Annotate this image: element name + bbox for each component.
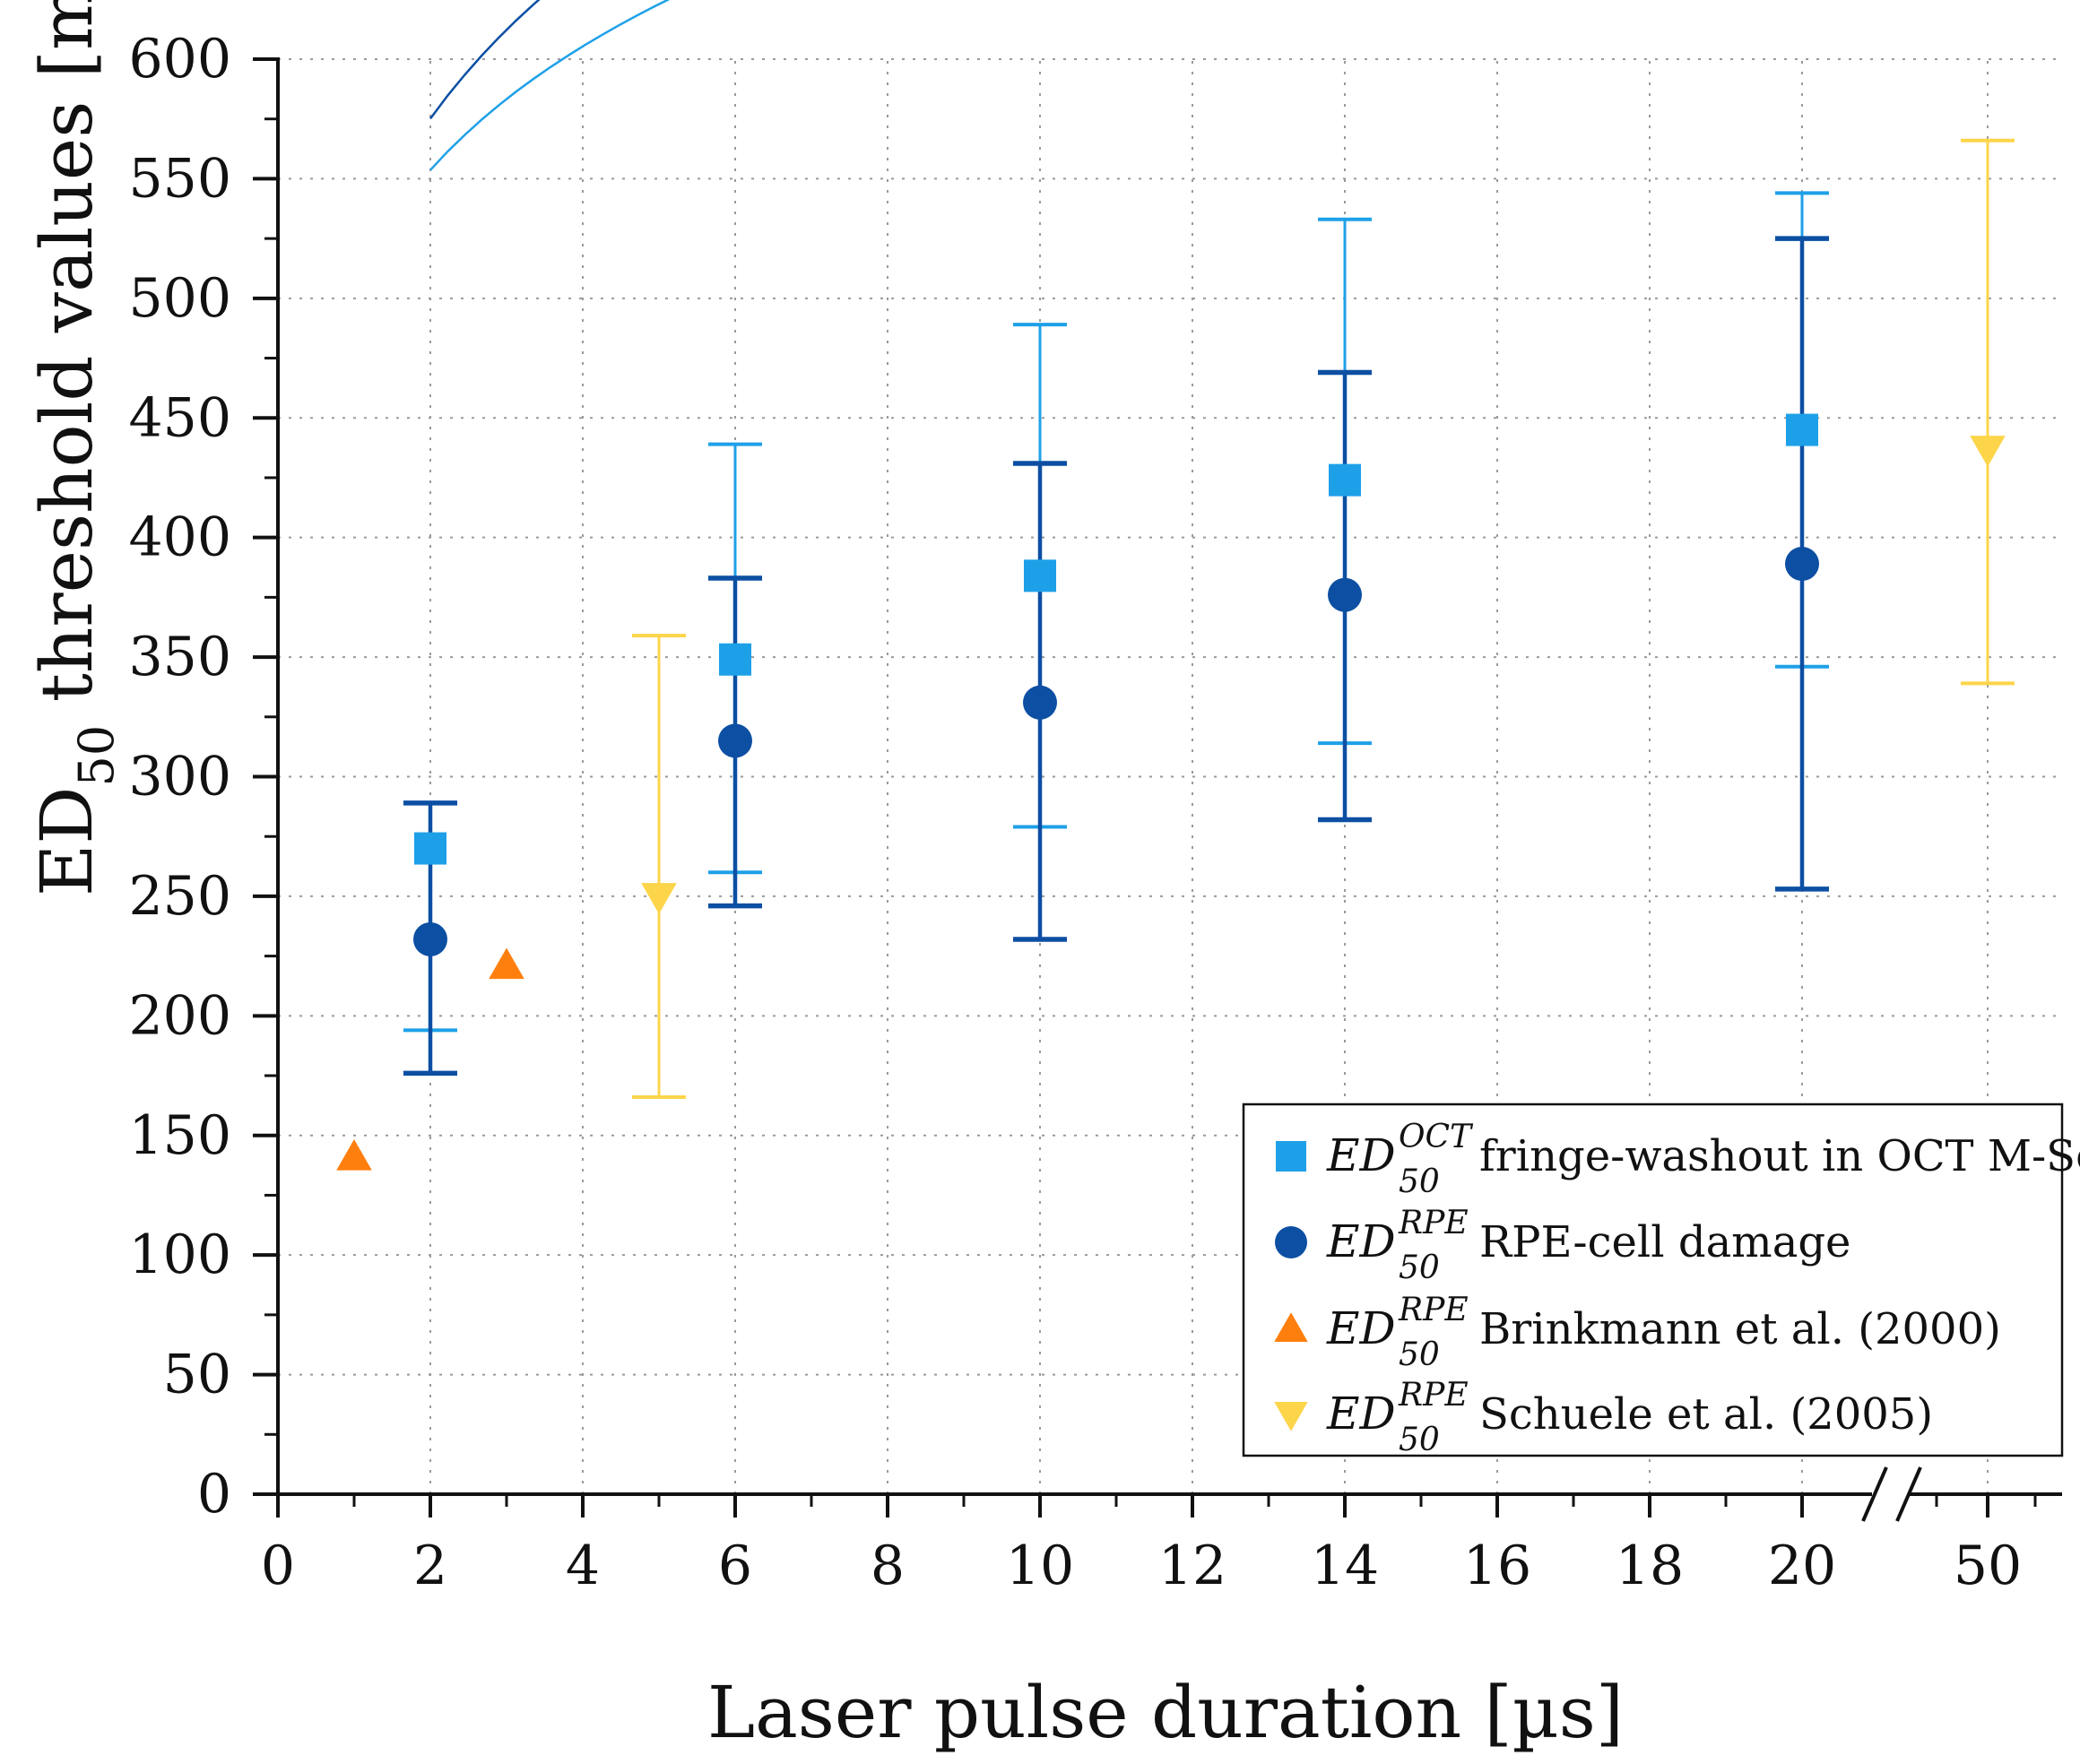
data-point (718, 723, 752, 758)
y-axis-title: ED50 threshold values [mJ/cm2] (18, 0, 125, 896)
legend-subscript: 50 (1399, 1163, 1440, 1200)
x-tick-label: 20 (1768, 1535, 1836, 1597)
legend-subscript: 50 (1399, 1422, 1440, 1458)
data-point (1970, 436, 2006, 467)
x-tick-label: 14 (1311, 1535, 1379, 1597)
y-axis-title-sub: 50 (68, 725, 125, 787)
y-tick-label: 500 (128, 267, 231, 330)
data-point (719, 643, 751, 676)
axes: 0 50 100 150 200 250 300 350 400 450 500 550 600 0 2 4 6… (128, 28, 2062, 1597)
data-point (489, 947, 524, 980)
data-point (1786, 413, 1818, 446)
x-tick-label: 16 (1463, 1535, 1531, 1597)
x-tick-label: 18 (1616, 1535, 1684, 1597)
axis-break-mark (1861, 1466, 1888, 1522)
y-tick-label: 600 (128, 28, 231, 91)
y-tick-label: 550 (128, 147, 231, 210)
axis-break-mark (1895, 1466, 1922, 1522)
fit-curves (429, 0, 671, 171)
data-point (1785, 547, 1819, 582)
x-tick-label: 4 (566, 1535, 600, 1597)
legend-symbol: ED (1326, 1129, 1396, 1181)
x-tick-label-break: 50 (1954, 1535, 2022, 1597)
legend-marker (1275, 1226, 1307, 1258)
data-point (1328, 577, 1362, 612)
y-tick-label: 100 (128, 1224, 231, 1286)
x-tick-label: 2 (413, 1535, 447, 1597)
fit-curve (429, 0, 541, 120)
y-tick-label: 400 (128, 506, 231, 569)
data-point (1023, 685, 1057, 720)
legend-superscript: RPE (1398, 1205, 1469, 1241)
legend-marker (1276, 1141, 1306, 1172)
data-point (414, 832, 446, 865)
legend-label: fringe-washout in OCT M-Scan (1479, 1131, 2080, 1181)
y-tick-label: 50 (163, 1344, 231, 1406)
x-tick-label: 12 (1158, 1535, 1226, 1597)
data-point (1024, 559, 1056, 592)
y-tick-label: 200 (128, 984, 231, 1047)
legend-superscript: OCT (1399, 1119, 1474, 1155)
legend-symbol: ED (1326, 1388, 1396, 1440)
legend-subscript: 50 (1399, 1250, 1440, 1286)
y-tick-label: 450 (128, 386, 231, 449)
legend-box (1242, 1102, 2064, 1457)
data-point (641, 883, 677, 914)
legend-symbol: ED (1326, 1302, 1396, 1354)
y-tick-label: 350 (128, 626, 231, 688)
x-axis-title: Laser pulse duration [µs] (707, 1671, 1624, 1754)
y-tick-label: 300 (128, 746, 231, 808)
legend-marker (1274, 1312, 1308, 1343)
y-tick-label: 150 (128, 1104, 231, 1167)
legend-subscript: 50 (1399, 1336, 1440, 1373)
legend-label: RPE-cell damage (1479, 1217, 1850, 1267)
legend-symbol: ED (1326, 1215, 1396, 1267)
y-axis-title-rest: threshold values [mJ/cm (25, 0, 108, 725)
x-tick-label: 6 (718, 1535, 752, 1597)
x-tick-label: 8 (871, 1535, 905, 1597)
fit-curve (429, 0, 671, 171)
legend-label: Schuele et al. (2005) (1479, 1389, 1933, 1440)
error-bars (403, 138, 2015, 1100)
legend-label: Brinkmann et al. (2000) (1479, 1304, 2001, 1354)
legend-superscript: RPE (1398, 1377, 1469, 1414)
x-tick-label: 10 (1006, 1535, 1074, 1597)
data-point (336, 1138, 372, 1171)
y-tick-label: 250 (128, 865, 231, 928)
y-axis-title-main: ED (25, 786, 108, 896)
legend-superscript: RPE (1398, 1292, 1469, 1328)
y-tick-label: 0 (197, 1463, 231, 1526)
data-point (413, 921, 447, 956)
x-tick-label: 0 (261, 1535, 295, 1597)
data-point (1329, 463, 1361, 497)
markers (336, 413, 2006, 1171)
legend-marker (1274, 1401, 1308, 1431)
